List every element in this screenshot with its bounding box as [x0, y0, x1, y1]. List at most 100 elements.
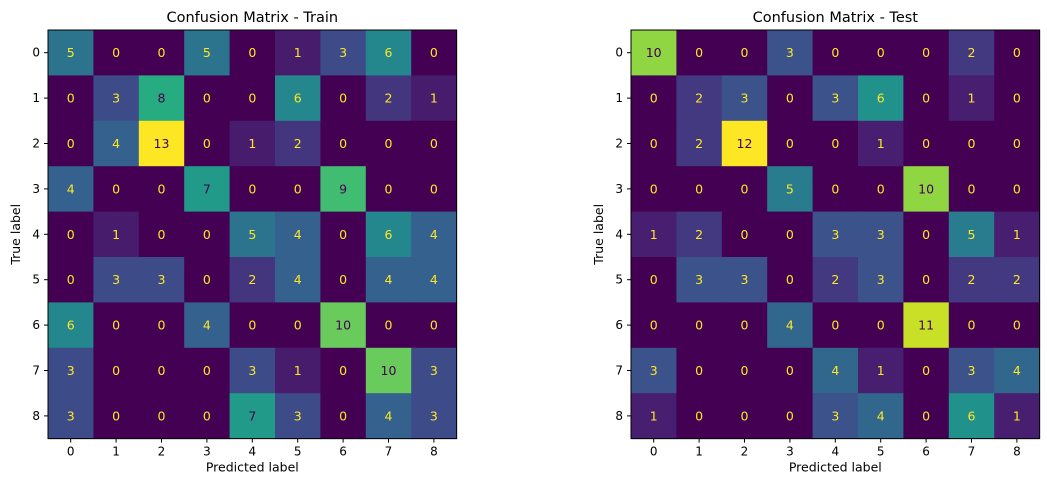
chart-0-cell-6-1	[93, 302, 140, 349]
chart-0-xtick-label-4: 4	[248, 445, 256, 459]
chart-1-cell-2-5	[858, 120, 904, 167]
chart-0-cell-0-6	[320, 30, 367, 76]
chart-0-cell-4-8	[411, 211, 458, 258]
chart-0-cell-2-6	[320, 120, 367, 167]
chart-1-cell-label-2-6: 0	[922, 136, 930, 151]
chart-1-cell-label-1-4: 3	[831, 91, 839, 106]
chart-0-xtick-label-6: 6	[339, 445, 347, 459]
chart-1-cell-label-3-6: 10	[918, 181, 934, 196]
chart-1-cell-label-3-7: 0	[968, 181, 976, 196]
chart-1-cell-2-0	[631, 120, 677, 167]
chart-0-cell-0-8	[411, 30, 458, 76]
chart-0-xtick-label-3: 3	[203, 445, 211, 459]
chart-1-cell-label-4-1: 2	[695, 227, 703, 242]
chart-1-cell-8-4	[812, 393, 859, 440]
chart-0-cell-label-5-1: 3	[112, 272, 120, 287]
chart-1-cell-8-6	[903, 393, 950, 440]
chart-1-cell-label-8-5: 4	[877, 408, 885, 423]
chart-0-cell-1-5	[275, 75, 321, 122]
chart-1-cell-2-2	[721, 120, 768, 167]
chart-0-cell-label-2-6: 0	[339, 136, 347, 151]
chart-1-cell-label-1-6: 0	[922, 91, 930, 106]
chart-0-cell-7-4	[229, 347, 276, 394]
chart-1-cell-5-0	[631, 257, 677, 303]
chart-0-cell-7-8	[411, 347, 458, 394]
chart-1-cell-1-1	[676, 75, 723, 122]
chart-0-cell-label-6-5: 0	[294, 318, 302, 333]
chart-0-cell-label-5-5: 4	[294, 272, 302, 287]
chart-0-cell-label-6-4: 0	[248, 318, 256, 333]
chart-1-cell-4-5	[858, 211, 904, 258]
chart-0-cell-1-6	[320, 75, 367, 122]
chart-0-cell-label-3-4: 0	[248, 181, 256, 196]
chart-1-cell-5-6	[903, 257, 950, 303]
chart-0-cell-1-3	[184, 75, 231, 122]
chart-0-cell-label-0-8: 0	[430, 45, 438, 60]
chart-0-cell-8-7	[365, 393, 412, 440]
chart-1-cell-7-3	[767, 347, 814, 394]
chart-0-cell-label-6-8: 0	[430, 318, 438, 333]
chart-1-cell-label-0-6: 0	[922, 45, 930, 60]
chart-1-cell-label-3-1: 0	[695, 181, 703, 196]
chart-0-cell-label-6-0: 6	[67, 318, 75, 333]
chart-1-cell-7-7	[948, 347, 995, 394]
chart-0-cell-2-8	[411, 120, 458, 167]
chart-1-cell-label-0-8: 0	[1013, 45, 1021, 60]
chart-1-cell-label-3-2: 0	[741, 181, 749, 196]
chart-1-cell-6-8	[994, 302, 1041, 349]
chart-1-cell-1-4	[812, 75, 859, 122]
chart-0-xlabel: Predicted label	[206, 460, 299, 475]
chart-1-ytick-label-8: 8	[615, 409, 623, 423]
chart-0-cell-5-6	[320, 257, 367, 303]
chart-1-cell-label-6-5: 0	[877, 318, 885, 333]
chart-0-cell-3-0	[48, 166, 94, 213]
chart-0-cell-label-4-2: 0	[158, 227, 166, 242]
chart-0-ytick-label-1: 1	[32, 91, 40, 105]
chart-0-cell-label-0-4: 0	[248, 45, 256, 60]
chart-0-cell-4-5	[275, 211, 321, 258]
chart-1-cell-label-8-8: 1	[1013, 408, 1021, 423]
chart-1-cell-6-1	[676, 302, 723, 349]
chart-1-cell-label-6-0: 0	[650, 318, 658, 333]
chart-0-cell-3-6	[320, 166, 367, 213]
chart-1-cell-1-5	[858, 75, 904, 122]
chart-1-cell-7-5	[858, 347, 904, 394]
chart-0-cell-label-4-3: 0	[203, 227, 211, 242]
chart-0-cell-label-7-4: 3	[248, 363, 256, 378]
chart-1-cell-0-5	[858, 30, 904, 76]
chart-0-cell-3-5	[275, 166, 321, 213]
chart-0-cell-label-3-7: 0	[385, 181, 393, 196]
chart-1-cell-6-6	[903, 302, 950, 349]
chart-1-cell-0-3	[767, 30, 814, 76]
chart-0-cell-label-2-8: 0	[430, 136, 438, 151]
chart-1-xtick-label-2: 2	[741, 445, 749, 459]
chart-0-xtick-label-0: 0	[67, 445, 75, 459]
chart-1-cell-label-0-0: 10	[646, 45, 662, 60]
chart-1-cell-label-7-2: 0	[741, 363, 749, 378]
chart-0-cell-label-8-6: 0	[339, 408, 347, 423]
chart-0-cell-label-8-1: 0	[112, 408, 120, 423]
chart-1-cell-label-0-4: 0	[831, 45, 839, 60]
chart-1-cell-4-3	[767, 211, 814, 258]
chart-1-cell-label-8-4: 3	[831, 408, 839, 423]
chart-1-cell-label-4-4: 3	[831, 227, 839, 242]
chart-1-cell-8-5	[858, 393, 904, 440]
chart-0-cell-5-1	[93, 257, 140, 303]
chart-0-cell-label-7-7: 10	[381, 363, 397, 378]
chart-0-cell-1-4	[229, 75, 276, 122]
chart-1-cell-label-3-3: 5	[786, 181, 794, 196]
chart-0-cell-6-3	[184, 302, 231, 349]
chart-1-cell-6-7	[948, 302, 995, 349]
chart-0-cell-label-5-6: 0	[339, 272, 347, 287]
chart-0-cell-label-1-7: 2	[385, 91, 393, 106]
chart-1-ytick-label-5: 5	[615, 273, 623, 287]
chart-0-cell-3-7	[365, 166, 412, 213]
chart-0-cell-label-0-6: 3	[339, 45, 347, 60]
chart-1-cell-2-8	[994, 120, 1041, 167]
chart-1-ytick-label-0: 0	[615, 46, 623, 60]
chart-1-cell-label-4-6: 0	[922, 227, 930, 242]
chart-0-cell-7-3	[184, 347, 231, 394]
chart-0-cell-label-5-2: 3	[158, 272, 166, 287]
chart-1-cell-0-2	[721, 30, 768, 76]
chart-1-cell-label-1-1: 2	[695, 91, 703, 106]
